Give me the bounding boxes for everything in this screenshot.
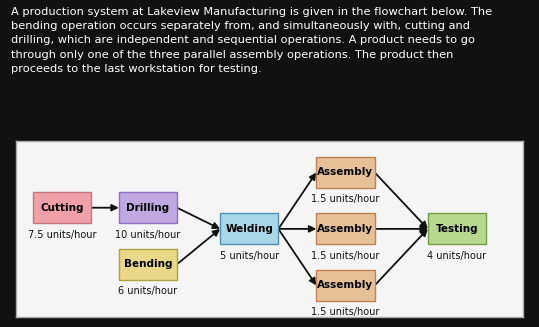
FancyBboxPatch shape: [119, 249, 177, 280]
Text: Assembly: Assembly: [317, 224, 374, 234]
Text: 5 units/hour: 5 units/hour: [219, 251, 279, 261]
FancyBboxPatch shape: [316, 214, 375, 244]
FancyBboxPatch shape: [119, 192, 177, 223]
Text: Assembly: Assembly: [317, 167, 374, 177]
FancyBboxPatch shape: [428, 214, 486, 244]
FancyBboxPatch shape: [33, 192, 91, 223]
FancyBboxPatch shape: [220, 214, 278, 244]
Text: 1.5 units/hour: 1.5 units/hour: [312, 307, 379, 317]
Text: 7.5 units/hour: 7.5 units/hour: [27, 230, 96, 240]
Text: 1.5 units/hour: 1.5 units/hour: [312, 194, 379, 204]
Text: 10 units/hour: 10 units/hour: [115, 230, 181, 240]
FancyBboxPatch shape: [316, 157, 375, 188]
Text: A production system at Lakeview Manufacturing is given in the flowchart below. T: A production system at Lakeview Manufact…: [11, 7, 492, 74]
Text: Assembly: Assembly: [317, 281, 374, 290]
Text: Cutting: Cutting: [40, 203, 84, 213]
Text: 6 units/hour: 6 units/hour: [119, 286, 177, 296]
Text: 4 units/hour: 4 units/hour: [427, 251, 487, 261]
Text: Bending: Bending: [123, 259, 172, 269]
Text: Welding: Welding: [225, 224, 273, 234]
Text: 1.5 units/hour: 1.5 units/hour: [312, 251, 379, 261]
Text: Testing: Testing: [436, 224, 478, 234]
FancyBboxPatch shape: [316, 270, 375, 301]
Text: Drilling: Drilling: [126, 203, 169, 213]
